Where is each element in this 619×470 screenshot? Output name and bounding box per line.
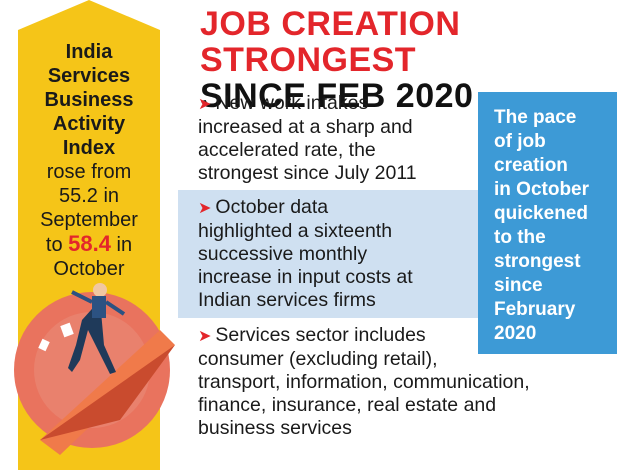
headline: JOB CREATION STRONGEST SINCE FEB 2020: [200, 6, 615, 114]
bullet-line: increase in input costs at: [198, 266, 413, 288]
headline-line-1: JOB CREATION STRONGEST: [200, 5, 461, 79]
bullet-item-highlighted: ➤ October data highlighted a sixteenth su…: [178, 190, 478, 318]
illustration: [14, 0, 175, 470]
index-line: October: [53, 258, 125, 280]
index-title-line: Business: [44, 89, 134, 111]
callout-line: February: [494, 299, 576, 320]
index-title-line: Activity: [52, 113, 126, 135]
bullet-line: finance, insurance, real estate and: [198, 394, 497, 416]
bullet-item: ➤ Services sector includes consumer (excl…: [190, 318, 608, 440]
bullet-line: increased at a sharp and: [198, 116, 413, 138]
bullet-item: ➤ New work intakes increased at a sharp a…: [190, 92, 468, 190]
bullet-line: consumer (excluding retail),: [198, 348, 438, 370]
bullet-line: successive monthly: [198, 243, 368, 265]
headline-line-2: SINCE FEB 2020: [200, 77, 474, 115]
callout-line: to the: [494, 227, 546, 248]
arrow-icon: ➤: [198, 328, 212, 345]
callout-text: The pace of job creation in October quic…: [494, 106, 610, 346]
index-title-line: Index: [62, 137, 116, 159]
index-panel: India Services Business Activity Index r…: [0, 0, 178, 470]
arrow-icon: ➤: [198, 96, 212, 113]
index-in: in: [116, 234, 133, 256]
index-title-line: India: [65, 41, 113, 63]
index-line-highlight: to 58.4 in: [14, 232, 164, 257]
index-line: 55.2 in: [58, 185, 120, 207]
index-line: rose from: [46, 161, 132, 183]
bullet-line: highlighted a sixteenth: [198, 220, 393, 242]
bullet-line: accelerated rate, the: [198, 139, 376, 161]
businessman-icon: [68, 300, 116, 374]
bullet-line: business services: [198, 417, 352, 439]
callout-box: The pace of job creation in October quic…: [478, 92, 617, 354]
bullet-line: strongest since July 2011: [198, 162, 417, 184]
bullet-line: October data: [215, 196, 329, 218]
index-line: September: [40, 209, 138, 231]
callout-line: quickened: [494, 203, 588, 224]
callout-line: creation: [494, 155, 568, 176]
bullet-line: New work intakes: [215, 92, 369, 114]
bullet-line: Services sector includes: [215, 324, 426, 346]
index-to: to: [45, 234, 63, 256]
bullet-line: Indian services firms: [198, 289, 376, 311]
callout-line: of job: [494, 131, 546, 152]
callout-line: The pace: [494, 107, 577, 128]
index-title-line: Services: [47, 65, 131, 87]
callout-line: in October: [494, 179, 590, 200]
bullet-list: ➤ New work intakes increased at a sharp a…: [178, 92, 610, 440]
callout-line: since: [494, 275, 543, 296]
callout-line: 2020: [494, 323, 537, 344]
arrow-icon: ➤: [198, 200, 212, 217]
index-description: India Services Business Activity Index r…: [14, 40, 164, 281]
index-value: 58.4: [68, 231, 111, 256]
callout-line: strongest: [494, 251, 581, 272]
bullet-line: transport, information, communication,: [198, 371, 530, 393]
